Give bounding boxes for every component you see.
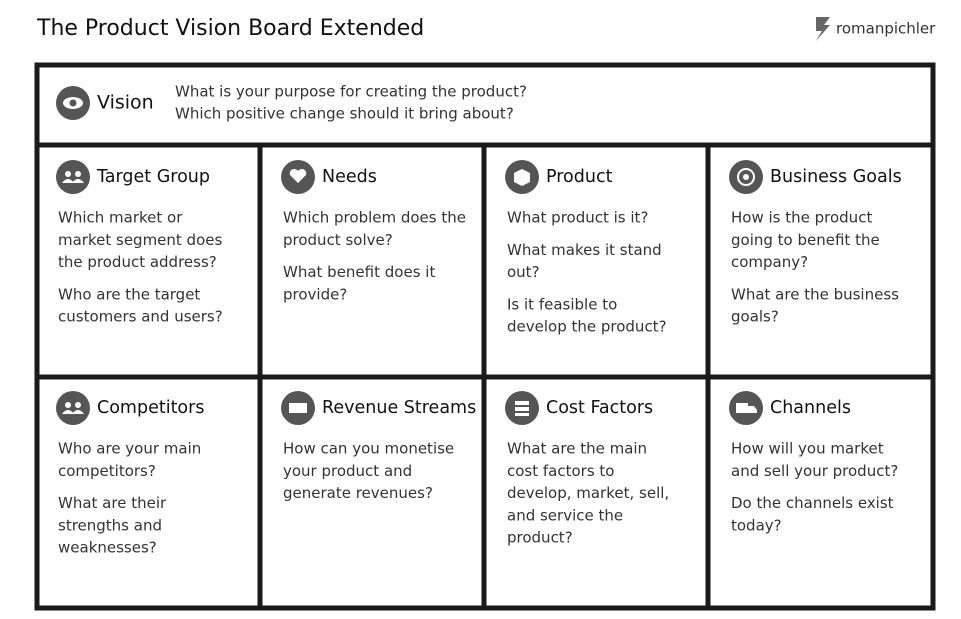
cell-title: Needs [322, 167, 377, 187]
cell-icon [56, 391, 90, 425]
icon-glyph [743, 174, 749, 180]
page-title: The Product Vision Board Extended [36, 16, 424, 41]
icon-glyph [62, 410, 84, 414]
cell-text: What are their [58, 494, 167, 512]
vision-icon [56, 86, 90, 120]
cell-text: your product and [283, 462, 412, 480]
cell-text: customers and users? [58, 308, 223, 326]
icon-glyph [75, 171, 81, 177]
icon-glyph [289, 403, 307, 413]
icon-glyph [62, 179, 84, 183]
icon-circle [56, 391, 90, 425]
cell-text: weaknesses? [58, 539, 157, 557]
cell: Revenue Streams How can you monetise your … [281, 391, 476, 502]
cell-text: company? [731, 253, 808, 271]
cell-icon [505, 391, 539, 425]
cell-text: What benefit does it [283, 263, 435, 281]
cell-icon [505, 160, 539, 194]
cell-text: today? [731, 516, 782, 534]
cell-text: develop the product? [507, 318, 667, 336]
board-frame [34, 62, 936, 611]
brand-name: romanpichler [836, 20, 936, 38]
vision-line: Which positive change should it bring ab… [175, 105, 514, 123]
cell-text: and sell your product? [731, 462, 898, 480]
cell-text: How will you market [731, 440, 884, 458]
cell-icon [281, 391, 315, 425]
cell-text: market segment does [58, 231, 222, 249]
cell-text: How is the product [731, 209, 872, 227]
cell: Business Goals How is the product going to… [729, 160, 902, 326]
cell-text: out? [507, 263, 540, 281]
cell-text: What are the business [731, 285, 899, 303]
cell-text: Which market or [58, 209, 183, 227]
cell-text: strengths and [58, 516, 162, 534]
cell-title: Target Group [96, 167, 210, 187]
cell-text: goals? [731, 308, 779, 326]
cell-title: Channels [770, 398, 851, 418]
cell-text: Who are your main [58, 440, 201, 458]
cell-text: and service the [507, 506, 623, 524]
cell-text: Do the channels exist [731, 494, 894, 512]
cell-text: product? [507, 529, 573, 547]
cell: Product What product is it? What makes it … [505, 160, 667, 336]
cell-text: Who are the target [58, 285, 200, 303]
cell: Cost Factors What are the main cost factor… [505, 391, 669, 547]
vision-line: What is your purpose for creating the pr… [175, 83, 527, 101]
cell-icon [56, 160, 90, 194]
icon-glyph [515, 401, 529, 416]
cell-text: develop, market, sell, [507, 484, 669, 502]
icon-glyph [289, 168, 307, 183]
cell-icon [729, 160, 763, 194]
cell-title: Competitors [97, 398, 204, 418]
cell-text: going to benefit the [731, 231, 880, 249]
cell-text: How can you monetise [283, 440, 454, 458]
cell-icon [729, 391, 763, 425]
cell: Competitors Who are your main competitors?… [56, 391, 204, 557]
cell: Needs Which problem does the product solve… [281, 160, 466, 303]
icon-glyph [737, 168, 755, 186]
cell-text: product solve? [283, 231, 393, 249]
cell-title: Cost Factors [546, 398, 653, 418]
icon-glyph [736, 403, 757, 413]
cell: Channels How will you market and sell your… [729, 391, 898, 534]
cell: Target Group Which market or market segmen… [56, 160, 223, 326]
cell-text: What product is it? [507, 209, 648, 227]
cell-text: competitors? [58, 462, 156, 480]
cell-text: provide? [283, 285, 347, 303]
cell-title: Revenue Streams [322, 398, 476, 418]
cell-text: generate revenues? [283, 484, 433, 502]
vision-label: Vision [97, 92, 154, 114]
cell-text: Which problem does the [283, 209, 466, 227]
icon-glyph [75, 402, 81, 408]
cell-text: the product address? [58, 253, 217, 271]
icon-glyph [514, 169, 530, 186]
cell-text: Is it feasible to [507, 295, 617, 313]
cell-text: What are the main [507, 440, 647, 458]
cell-text: cost factors to [507, 462, 614, 480]
cell-title: Business Goals [770, 167, 902, 187]
cell-title: Product [546, 167, 613, 187]
icon-circle [56, 160, 90, 194]
cell-icon [281, 160, 315, 194]
cell-text: What makes it stand [507, 241, 662, 259]
icon-glyph [65, 402, 71, 408]
brand-logo [816, 17, 830, 41]
icon-glyph [65, 171, 71, 177]
